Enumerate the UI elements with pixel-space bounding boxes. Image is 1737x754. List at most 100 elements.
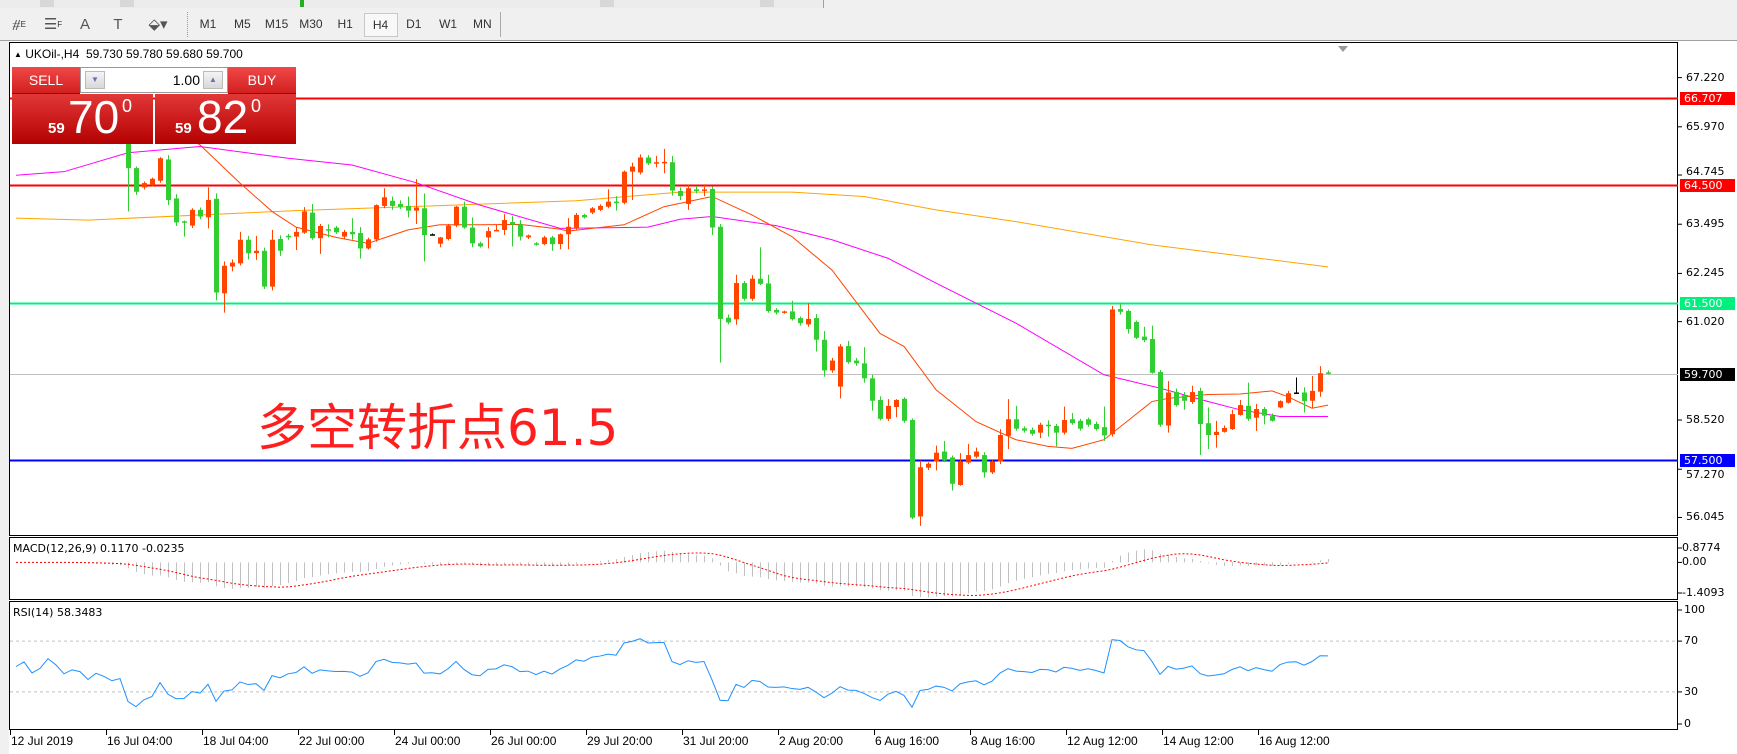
rsi-line [15, 638, 1329, 709]
chart-annotation-text[interactable]: 多空转折点61.5 [257, 399, 619, 457]
candle-body [278, 238, 283, 251]
macd-axis-label: 0.00 [1682, 555, 1707, 569]
candle-body [1222, 427, 1227, 432]
toolbar-button[interactable] [300, 0, 304, 7]
candle [582, 213, 587, 219]
time-axis-label: 16 Jul 04:00 [107, 734, 173, 748]
candle [686, 185, 691, 210]
time-axis-label: 12 Aug 12:00 [1067, 734, 1138, 748]
candle-body [750, 278, 755, 299]
channels-button[interactable]: ☰ F [40, 12, 66, 36]
candle [134, 166, 139, 195]
candle [1126, 309, 1131, 334]
decrease-lot-button[interactable]: ▼ [85, 71, 105, 89]
chart-header: ▲ UKOil-,H4 59.730 59.780 59.680 59.700 [14, 47, 243, 61]
candle-body [1134, 322, 1139, 338]
time-axis-label: 16 Aug 12:00 [1259, 734, 1330, 748]
candle-body [630, 166, 635, 172]
period-button-m30[interactable]: M30 [299, 17, 323, 31]
candle-body [974, 451, 979, 457]
period-button-m15[interactable]: M15 [264, 17, 289, 31]
candle-body [942, 451, 947, 461]
buy-button[interactable]: BUY [228, 67, 296, 94]
chart-shift-marker[interactable] [1338, 46, 1348, 52]
candle [782, 310, 787, 314]
candle-body [686, 188, 691, 204]
candle-body [438, 237, 443, 244]
candle-body [1318, 373, 1323, 392]
candle-body [526, 235, 531, 238]
candle-body [590, 208, 595, 213]
candle-body [606, 201, 611, 207]
candle-body [534, 243, 539, 245]
period-button-m1[interactable]: M1 [199, 17, 217, 31]
candle-body [190, 209, 195, 226]
price-axis-label: 62.245 [1686, 266, 1725, 280]
collapse-triangle-icon[interactable]: ▲ [14, 50, 22, 59]
buy-price-main: 82 [197, 91, 249, 143]
toolbar-button[interactable] [600, 0, 614, 7]
period-button-m5[interactable]: M5 [233, 17, 251, 31]
price-axis-label: 58.520 [1686, 413, 1725, 427]
channels-icon: ☰ [43, 16, 58, 33]
toolbar-button[interactable] [760, 0, 774, 7]
candle-body [846, 346, 851, 363]
toolbar-button[interactable] [120, 0, 134, 7]
text-label-button[interactable]: T [105, 12, 131, 36]
candle-body [870, 378, 875, 401]
candle-body [246, 239, 251, 254]
candle [390, 196, 395, 210]
price-badge-59.700: 59.700 [1680, 367, 1735, 381]
candle-body [822, 339, 827, 371]
period-button-h4[interactable]: H4 [363, 13, 398, 37]
candle [1158, 370, 1163, 427]
period-button-mn[interactable]: MN [473, 17, 492, 31]
candle-body [198, 209, 203, 217]
candle [350, 218, 355, 240]
time-axis-label: 8 Aug 16:00 [971, 734, 1036, 748]
candle [1254, 403, 1259, 432]
candle-body [454, 206, 459, 226]
buy-price-button[interactable]: 59 82 0 [155, 91, 296, 144]
time-axis-label: 18 Jul 04:00 [203, 734, 269, 748]
candle-body [790, 311, 795, 320]
sell-price-button[interactable]: 59 70 0 [12, 91, 153, 144]
candle [206, 187, 211, 229]
candle [830, 357, 835, 373]
candle [1318, 366, 1323, 397]
candle [318, 224, 323, 254]
candle [270, 229, 275, 291]
candle [1102, 406, 1107, 441]
open-value: 59.730 [85, 47, 123, 61]
candle-body [1150, 338, 1155, 373]
sell-button[interactable]: SELL [12, 67, 80, 94]
increase-lot-button[interactable]: ▲ [203, 71, 223, 89]
candle-body [1310, 390, 1315, 401]
toolbar-button[interactable] [40, 0, 54, 7]
lot-size-input[interactable] [108, 71, 202, 89]
candle-body [902, 398, 907, 421]
candle-body [206, 200, 211, 218]
period-button-w1[interactable]: W1 [439, 17, 458, 31]
candle-body [574, 214, 579, 229]
candle [1006, 399, 1011, 450]
macd-signal-line [15, 552, 1329, 596]
candle [278, 235, 283, 256]
fibonacci-fan-button[interactable]: ⧣ E [6, 12, 32, 36]
text-button[interactable]: A [72, 12, 98, 36]
price-axis-label: 67.220 [1686, 70, 1725, 84]
period-button-h1[interactable]: H1 [337, 17, 353, 31]
candle [414, 179, 419, 225]
candle [822, 331, 827, 377]
rsi-axis-label: 0 [1684, 717, 1691, 730]
arrows-button[interactable]: ⬙▾ [140, 12, 176, 36]
candle [510, 216, 515, 247]
candle [574, 212, 579, 230]
period-button-d1[interactable]: D1 [406, 17, 422, 31]
time-axis-label: 26 Jul 00:00 [491, 734, 557, 748]
candle-body [646, 157, 651, 164]
buy-price-fraction: 0 [251, 96, 262, 116]
candle-body [310, 212, 315, 239]
candle-body [374, 205, 379, 240]
candle [1190, 385, 1195, 404]
